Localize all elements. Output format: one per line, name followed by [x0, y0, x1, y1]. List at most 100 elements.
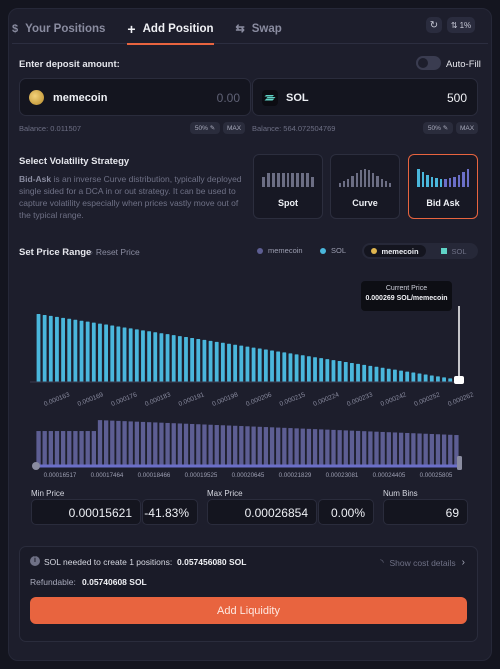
- strategy-title: Select Volatility Strategy: [19, 156, 130, 167]
- info-icon: i: [30, 556, 40, 566]
- slider-bar: [54, 431, 60, 466]
- slider-bar: [239, 426, 244, 466]
- slippage-button[interactable]: ⇅ 1%: [447, 17, 475, 33]
- slider-tick-label: 0.00016517: [44, 472, 77, 479]
- sol-needed-value: 0.057456080 SOL: [177, 557, 247, 567]
- slider-bar: [171, 423, 176, 466]
- chart-bar: [159, 333, 164, 382]
- min-price-pct[interactable]: -41.83%: [142, 499, 198, 525]
- chart-bar: [208, 340, 213, 382]
- strategy-bid-ask[interactable]: Bid Ask: [408, 154, 478, 219]
- chart-bar: [214, 341, 219, 382]
- token-a-input-box[interactable]: memecoin 0.00: [19, 78, 251, 116]
- x-tick-label: 0.000176: [110, 391, 138, 408]
- autofill-toggle[interactable]: [416, 56, 441, 70]
- preview-bar: [430, 177, 433, 187]
- chart-bar: [362, 364, 367, 382]
- price-denomination-toggle[interactable]: memecoin SOL: [362, 243, 478, 259]
- chart-bar: [190, 338, 195, 382]
- slider-bar: [362, 431, 367, 466]
- chart-bar: [79, 320, 84, 382]
- token-a-amount-input[interactable]: 0.00: [216, 91, 240, 105]
- chart-bar: [220, 342, 225, 382]
- num-bins-input[interactable]: 69: [383, 499, 468, 525]
- tab-add-position[interactable]: + Add Position: [127, 14, 214, 45]
- slider-bar: [429, 434, 434, 466]
- chart-bar: [319, 358, 324, 382]
- slider-bar: [257, 426, 262, 466]
- preview-bar: [276, 173, 280, 187]
- refresh-button[interactable]: ↻: [426, 17, 442, 33]
- max-price-input[interactable]: 0.00026854: [207, 499, 317, 525]
- x-tick-label: 0.000215: [279, 391, 307, 408]
- chart-bar: [294, 354, 299, 382]
- slider-tick-label: 0.00019525: [185, 472, 218, 479]
- token-a-name: memecoin: [53, 92, 108, 104]
- x-tick-label: 0.000252: [413, 391, 441, 408]
- current-price-tooltip: Current Price 0.000269 SOL/memecoin: [361, 281, 452, 311]
- chart-bar: [399, 370, 403, 382]
- slider-bar: [294, 428, 299, 466]
- max-price-pct[interactable]: 0.00%: [318, 499, 374, 525]
- legend-sol: SOL: [320, 246, 346, 255]
- denom-sol[interactable]: SOL: [432, 245, 476, 257]
- chart-bar: [141, 330, 145, 382]
- preview-bar: [262, 177, 265, 187]
- add-liquidity-button[interactable]: Add Liquidity: [30, 597, 467, 624]
- slider-tick-label: 0.00020645: [232, 472, 265, 479]
- chart-bar: [184, 337, 188, 382]
- slider-bar: [435, 434, 441, 466]
- chart-bar: [122, 327, 127, 382]
- preview-bar: [368, 170, 371, 187]
- slider-bar: [374, 431, 379, 466]
- min-price-input[interactable]: 0.00015621: [31, 499, 141, 525]
- show-cost-details[interactable]: ◝ Show cost details ›: [380, 557, 465, 568]
- token-b-max-button[interactable]: MAX: [456, 122, 478, 134]
- preview-bar: [355, 173, 358, 187]
- range-max-handle[interactable]: [457, 456, 462, 470]
- token-b-amount-input[interactable]: 500: [446, 91, 467, 105]
- slider-bar: [417, 433, 422, 466]
- tab-swap[interactable]: ⇆ Swap: [235, 22, 282, 36]
- preview-bar: [462, 172, 465, 187]
- chart-bar: [263, 349, 268, 382]
- autofill-label: Auto-Fill: [446, 59, 481, 70]
- slider-bar: [226, 425, 232, 466]
- slider-bar: [269, 427, 275, 466]
- slider-bar: [331, 429, 336, 466]
- strategy-curve[interactable]: Curve: [330, 154, 400, 219]
- preview-bar: [301, 173, 305, 187]
- slider-bar: [411, 433, 416, 466]
- chart-bar: [374, 366, 379, 382]
- chart-bar: [343, 362, 348, 382]
- preview-bar: [457, 175, 460, 187]
- chart-bar: [245, 346, 250, 382]
- range-min-handle[interactable]: [32, 462, 40, 470]
- preview-bar: [444, 179, 447, 187]
- slider-bar: [386, 432, 391, 466]
- preview-bar: [421, 172, 424, 187]
- chart-bar: [448, 378, 453, 382]
- preview-bar: [448, 178, 451, 187]
- slider-bar: [349, 430, 355, 466]
- token-b-input-box[interactable]: SOL 500: [252, 78, 478, 116]
- chart-bar: [270, 350, 274, 382]
- tab-your-positions[interactable]: $ Your Positions: [12, 22, 106, 35]
- slider-tick-label: 0.00021829: [279, 472, 312, 479]
- spinner-icon: ◝: [380, 557, 384, 567]
- reset-price-button[interactable]: ○ Reset Price: [88, 247, 140, 257]
- slider-bar: [380, 431, 385, 466]
- sol-needed-label: SOL needed to create 1 positions:: [44, 557, 173, 567]
- token-a-pct-button[interactable]: 50% ✎: [190, 122, 220, 134]
- x-tick-label: 0.000242: [380, 391, 408, 408]
- denom-memecoin[interactable]: memecoin: [364, 245, 426, 257]
- chevron-right-icon: ›: [461, 557, 465, 568]
- memecoin-icon: [371, 248, 378, 254]
- token-a-max-button[interactable]: MAX: [223, 122, 245, 134]
- chart-bar: [331, 360, 336, 382]
- chart-bar: [423, 374, 428, 382]
- preview-bar: [453, 177, 456, 187]
- preview-bar: [380, 179, 383, 187]
- token-b-pct-button[interactable]: 50% ✎: [423, 122, 453, 134]
- strategy-spot[interactable]: Spot: [253, 154, 323, 219]
